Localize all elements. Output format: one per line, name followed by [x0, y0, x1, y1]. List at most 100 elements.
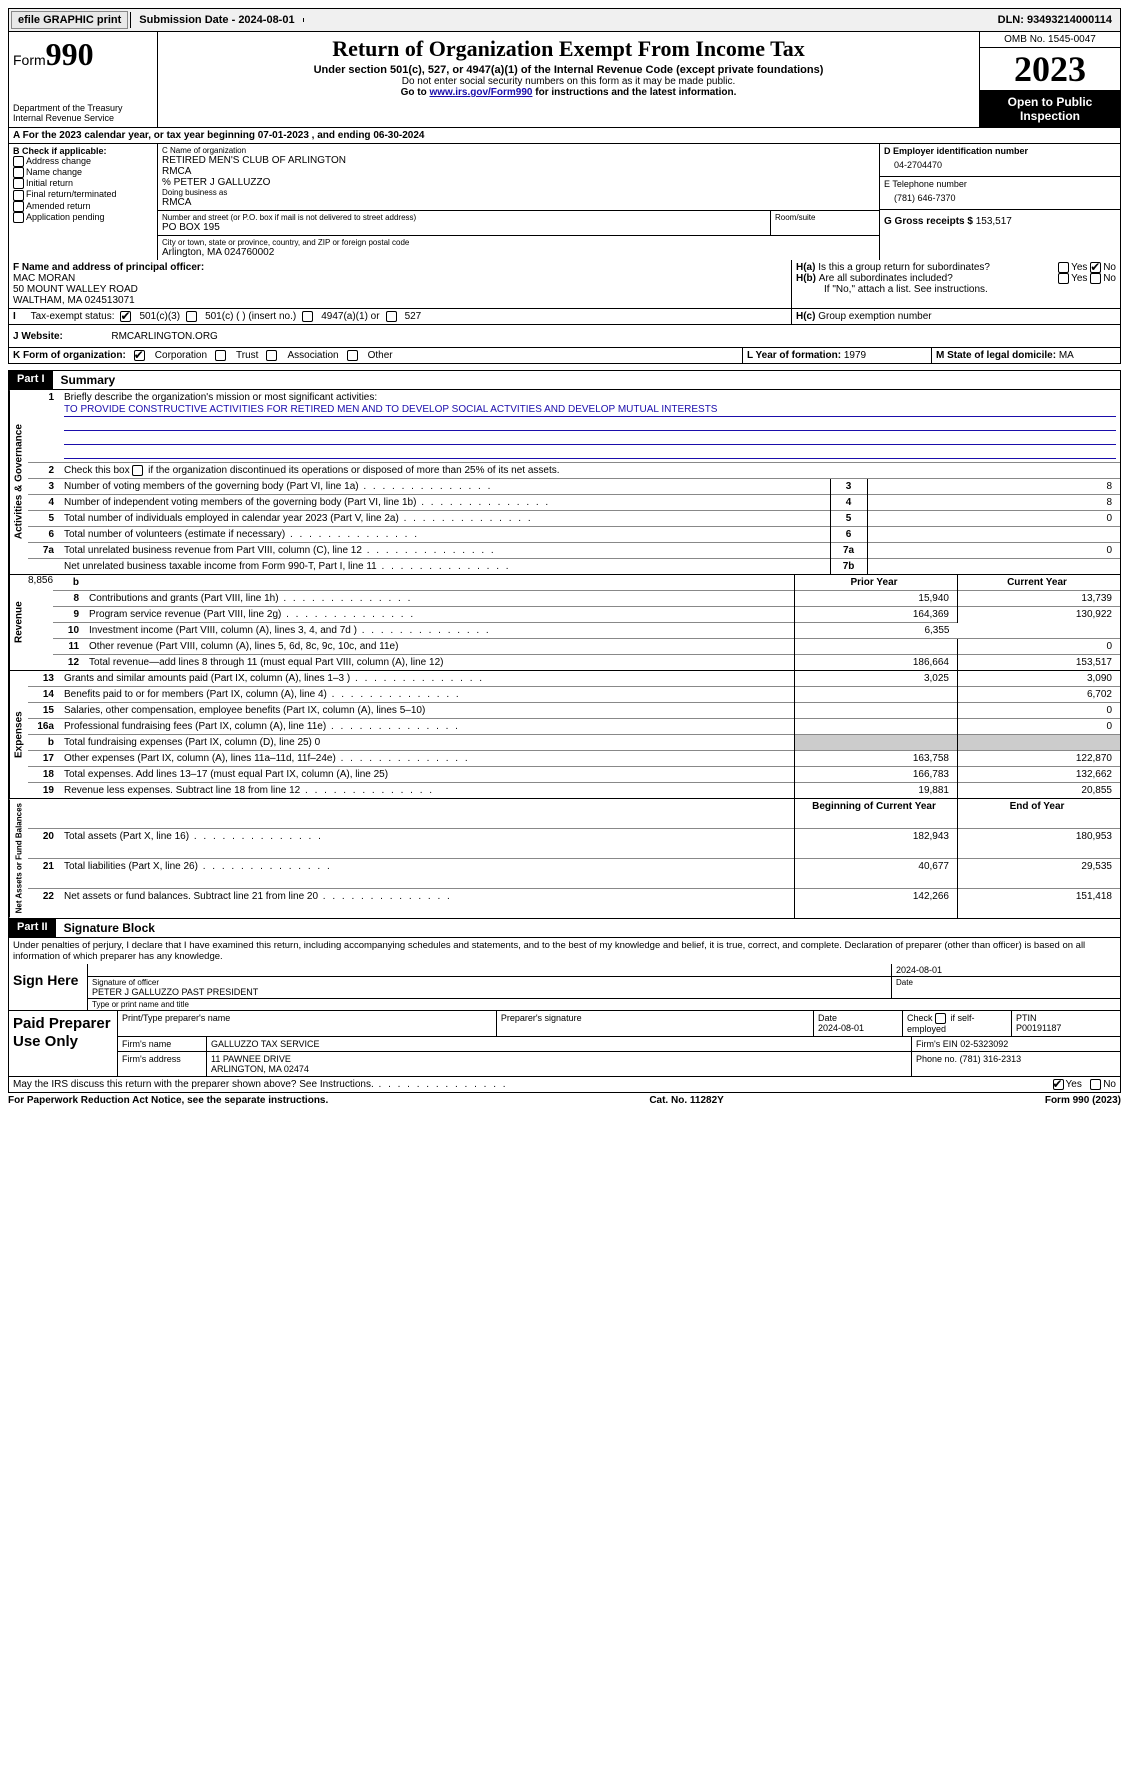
- l10: Investment income (Part VIII, column (A)…: [85, 623, 794, 639]
- box-h: H(a) Is this a group return for subordin…: [791, 260, 1120, 308]
- part1-header: Part I Summary: [8, 370, 1121, 390]
- p17: 163,758: [795, 751, 958, 767]
- ha-text: Is this a group return for subordinates?: [818, 262, 1058, 273]
- info-grid: B Check if applicable: Address change Na…: [8, 144, 1121, 260]
- box-b: B Check if applicable: Address change Na…: [9, 144, 158, 260]
- discuss-text: May the IRS discuss this return with the…: [13, 1079, 508, 1090]
- date-label: Date: [891, 977, 1120, 998]
- row-fh: F Name and address of principal officer:…: [8, 260, 1121, 309]
- officer-label: F Name and address of principal officer:: [13, 262, 787, 273]
- sign-here-label: Sign Here: [9, 964, 88, 1010]
- chk-other[interactable]: [347, 350, 358, 361]
- p13: 3,025: [795, 671, 958, 687]
- chk-501c3[interactable]: [120, 311, 131, 322]
- footer-right: Form 990 (2023): [1045, 1095, 1121, 1106]
- discuss-yes[interactable]: [1053, 1079, 1064, 1090]
- chk-trust[interactable]: [215, 350, 226, 361]
- hc-text: Group exemption number: [818, 311, 931, 322]
- paid-label: Paid Preparer Use Only: [9, 1011, 118, 1076]
- l3: Number of voting members of the governin…: [60, 479, 830, 495]
- discuss-row: May the IRS discuss this return with the…: [8, 1077, 1121, 1093]
- chk-application-pending[interactable]: Application pending: [13, 212, 153, 223]
- section-net-assets: Net Assets or Fund Balances Beginning of…: [8, 799, 1121, 918]
- l1-blank2: [64, 432, 1116, 445]
- chk-discontinued[interactable]: [132, 465, 143, 476]
- chk-association[interactable]: [266, 350, 277, 361]
- section-governance: Activities & Governance 1 Briefly descri…: [8, 390, 1121, 575]
- c17: 122,870: [958, 751, 1121, 767]
- l1-blank1: [64, 418, 1116, 431]
- chk-final-return[interactable]: Final return/terminated: [13, 189, 153, 200]
- l17: Other expenses (Part IX, column (A), lin…: [60, 751, 795, 767]
- chk-501c[interactable]: [186, 311, 197, 322]
- chk-amended-return[interactable]: Amended return: [13, 201, 153, 212]
- tax-year: 2023: [980, 48, 1120, 91]
- l6: Total number of volunteers (estimate if …: [60, 527, 830, 543]
- section-revenue: Revenue 8,856 bPrior YearCurrent Year 8C…: [8, 575, 1121, 671]
- firm-addr-label: Firm's address: [118, 1052, 207, 1076]
- domicile-label: M State of legal domicile:: [936, 350, 1056, 361]
- penalties-text: Under penalties of perjury, I declare th…: [8, 938, 1121, 964]
- p8: 15,940: [795, 591, 958, 607]
- ptin-value: P00191187: [1016, 1023, 1061, 1033]
- goto-pre: Go to: [401, 87, 430, 98]
- chk-address-change[interactable]: Address change: [13, 156, 153, 167]
- firm-ein-label: Firm's EIN: [916, 1039, 958, 1049]
- gross-label: G Gross receipts $: [884, 216, 973, 227]
- topbar: efile GRAPHIC print Submission Date - 20…: [8, 8, 1121, 32]
- dba-label: Doing business as: [162, 188, 875, 197]
- l7a: Total unrelated business revenue from Pa…: [60, 543, 830, 559]
- hb-yes[interactable]: [1058, 273, 1069, 284]
- c16a: 0: [958, 719, 1121, 735]
- form-num: 990: [46, 36, 94, 72]
- l16a: Professional fundraising fees (Part IX, …: [60, 719, 795, 735]
- e21: 29,535: [958, 858, 1121, 888]
- sign-date: 2024-08-01: [891, 964, 1120, 976]
- c13: 3,090: [958, 671, 1121, 687]
- l18: Total expenses. Add lines 13–17 (must eq…: [60, 767, 795, 783]
- year-formation: 1979: [844, 350, 866, 361]
- row-klm: K Form of organization: Corporation Trus…: [8, 348, 1121, 364]
- website-label: Website:: [21, 331, 111, 342]
- chk-self-employed[interactable]: [935, 1013, 946, 1024]
- chk-527[interactable]: [386, 311, 397, 322]
- chk-name-change[interactable]: Name change: [13, 167, 153, 178]
- irs-link[interactable]: www.irs.gov/Form990: [429, 87, 532, 98]
- hdr-prior: Prior Year: [795, 575, 958, 591]
- ha-yes[interactable]: [1058, 262, 1069, 273]
- phone-value: (781) 646-7370: [884, 189, 1116, 207]
- sig-officer-name: PETER J GALLUZZO PAST PRESIDENT: [92, 987, 887, 997]
- part2-header: Part II Signature Block: [8, 919, 1121, 938]
- ha-no[interactable]: [1090, 262, 1101, 273]
- firm-name: GALLUZZO TAX SERVICE: [207, 1037, 912, 1051]
- street-label: Number and street (or P.O. box if mail i…: [162, 213, 766, 222]
- hb-note: If "No," attach a list. See instructions…: [796, 284, 1116, 295]
- type-print-label: Type or print name and title: [88, 999, 193, 1010]
- ein-label: D Employer identification number: [884, 146, 1116, 156]
- open-to-public: Open to Public Inspection: [980, 91, 1120, 127]
- city-value: Arlington, MA 024760002: [162, 247, 875, 258]
- paid-h1: Print/Type preparer's name: [118, 1011, 497, 1036]
- c15: 0: [958, 703, 1121, 719]
- l1-blank3: [64, 446, 1116, 459]
- l16b: Total fundraising expenses (Part IX, col…: [60, 735, 795, 751]
- box-c: C Name of organization RETIRED MEN'S CLU…: [158, 144, 879, 260]
- chk-corporation[interactable]: [134, 350, 145, 361]
- row-j: J Website: RMCARLINGTON.ORG: [8, 325, 1121, 348]
- chk-4947[interactable]: [302, 311, 313, 322]
- efile-print-button[interactable]: efile GRAPHIC print: [11, 11, 128, 29]
- box-b-label: B Check if applicable:: [13, 146, 153, 156]
- org-name-2: RMCA: [162, 166, 875, 177]
- l7b: Net unrelated business taxable income fr…: [60, 559, 830, 575]
- dba-value: RMCA: [162, 197, 875, 208]
- hb-no[interactable]: [1090, 273, 1101, 284]
- discuss-no[interactable]: [1090, 1079, 1101, 1090]
- ein-value: 04-2704470: [884, 156, 1116, 174]
- l2: Check this box if the organization disco…: [60, 463, 1120, 479]
- p16a: [795, 719, 958, 735]
- part1-title: Summary: [53, 371, 124, 389]
- org-form-label: K Form of organization:: [13, 350, 126, 361]
- footer-mid: Cat. No. 11282Y: [649, 1095, 723, 1106]
- chk-initial-return[interactable]: Initial return: [13, 178, 153, 189]
- officer-addr2: WALTHAM, MA 024513071: [13, 295, 787, 306]
